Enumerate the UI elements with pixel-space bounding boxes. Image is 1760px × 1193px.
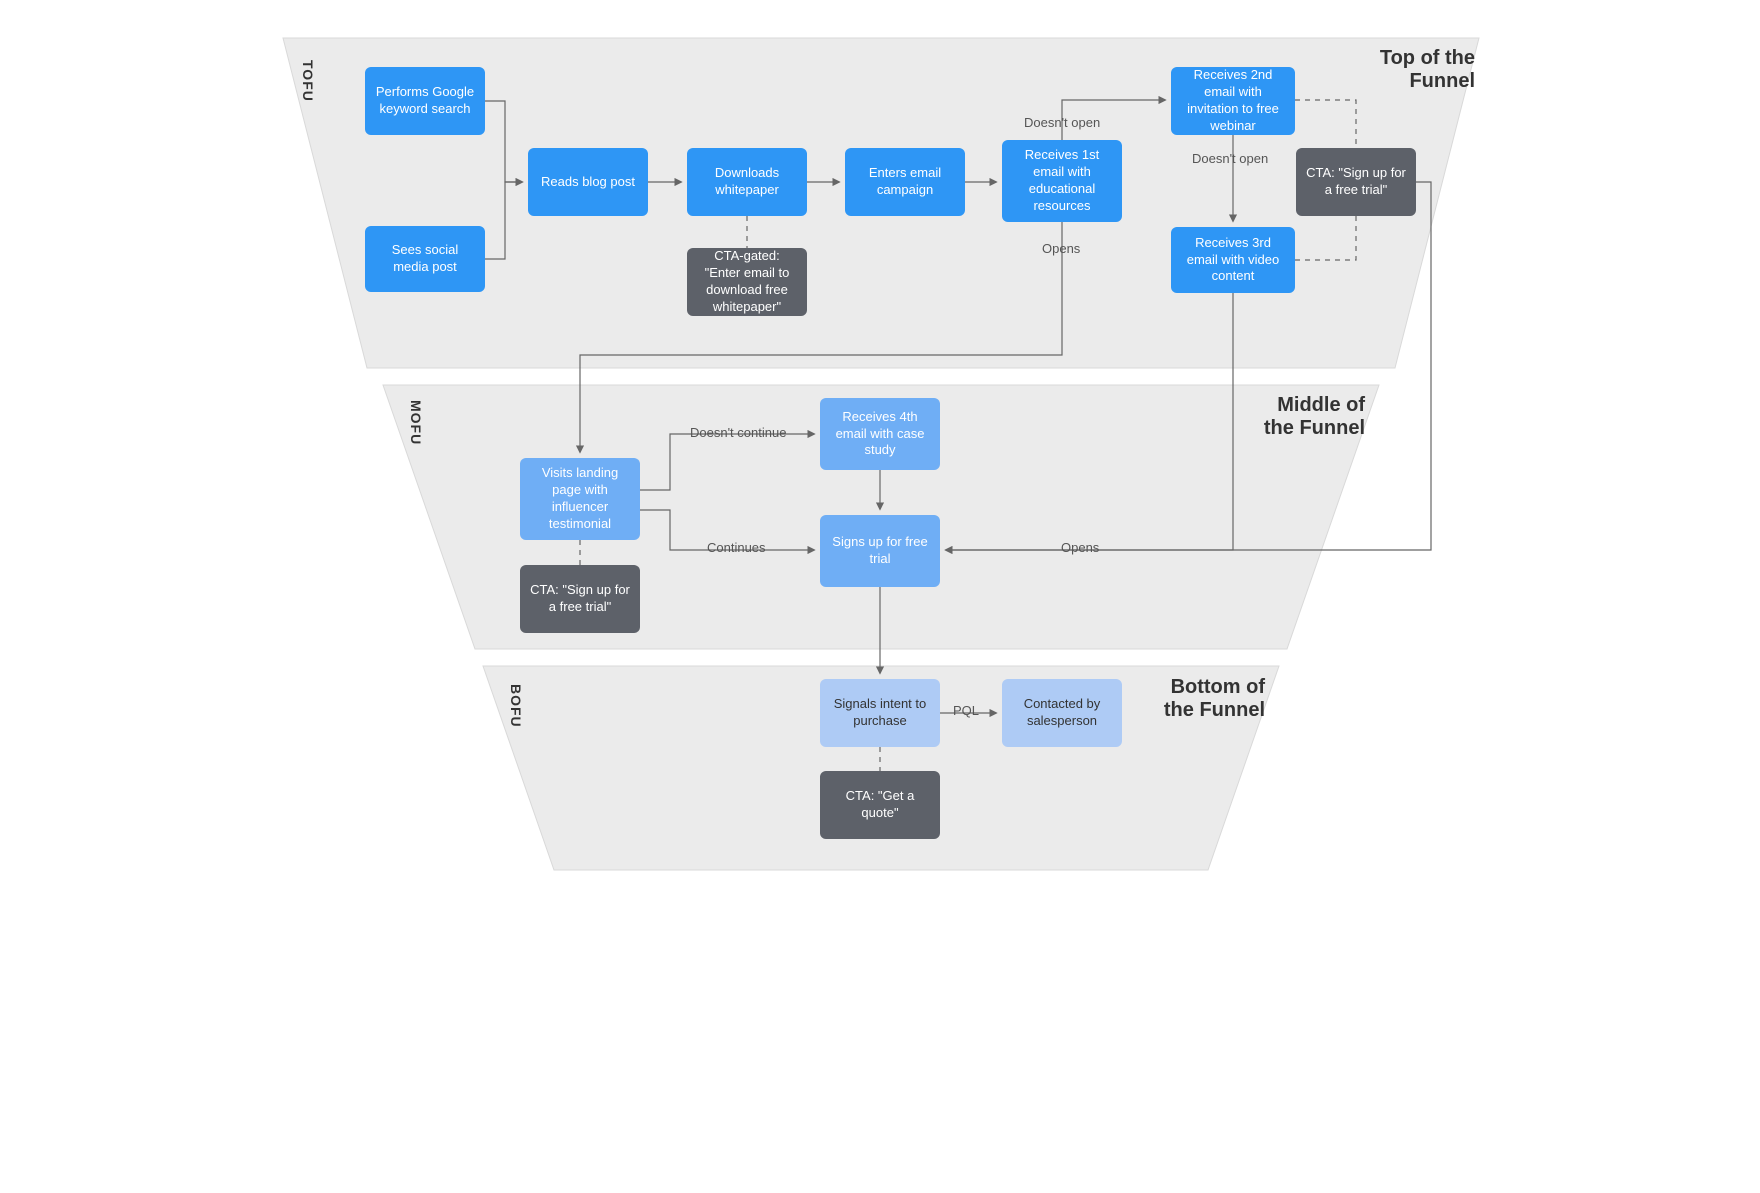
node-n_email3: Receives 3rd email with video content [1171,227,1295,293]
edge-label: Doesn't continue [690,425,786,440]
node-n_cta_trial1: CTA: "Sign up for a free trial" [1296,148,1416,216]
stage-label-tofu: Top of the Funnel [1315,47,1475,93]
node-n_landing: Visits landing page with influencer test… [520,458,640,540]
stage-abbr-bofu: BOFU [508,684,524,728]
edge-label: Opens [1042,241,1080,256]
node-n_sales: Contacted by salesperson [1002,679,1122,747]
node-n_download: Downloads whitepaper [687,148,807,216]
node-n_blog: Reads blog post [528,148,648,216]
node-n_intent: Signals intent to purchase [820,679,940,747]
edge-label: Continues [707,540,766,555]
node-n_social: Sees social media post [365,226,485,292]
stage-abbr-tofu: TOFU [300,60,316,102]
funnel-diagram: TOFU Top of the Funnel MOFU Middle of the F… [220,0,1540,895]
node-n_cta_trial2: CTA: "Sign up for a free trial" [520,565,640,633]
stage-label-mofu: Middle of the Funnel [1245,394,1365,440]
edge-label: PQL [953,703,979,718]
edge-label: Doesn't open [1024,115,1100,130]
node-n_google: Performs Google keyword search [365,67,485,135]
node-n_email1: Receives 1st email with educational reso… [1002,140,1122,222]
stage-abbr-mofu: MOFU [408,400,424,445]
node-n_cta_quote: CTA: "Get a quote" [820,771,940,839]
edge-label: Opens [1061,540,1099,555]
stage-label-bofu: Bottom of the Funnel [1140,676,1265,722]
node-n_signup: Signs up for free trial [820,515,940,587]
node-n_cta_wp: CTA-gated: "Enter email to download free… [687,248,807,316]
node-n_enter: Enters email campaign [845,148,965,216]
edge-label: Doesn't open [1192,151,1268,166]
node-n_email4: Receives 4th email with case study [820,398,940,470]
node-n_email2: Receives 2nd email with invitation to fr… [1171,67,1295,135]
